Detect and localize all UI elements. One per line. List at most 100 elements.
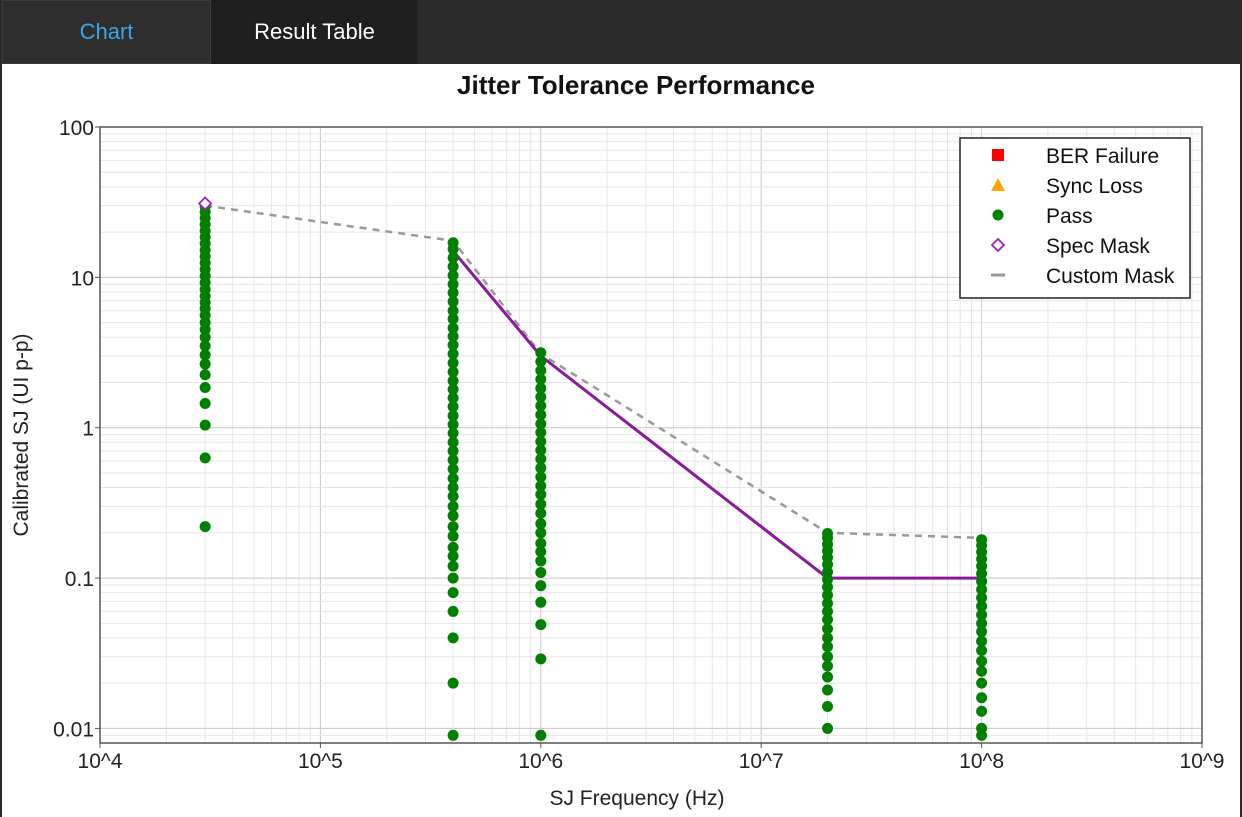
pass-point: [535, 435, 547, 447]
pass-point: [447, 322, 459, 334]
pass-point: [447, 482, 459, 494]
pass-point: [822, 573, 834, 585]
pass-point: [447, 445, 459, 457]
pass-point: [199, 382, 211, 394]
x-axis-label: SJ Frequency (Hz): [549, 787, 724, 810]
pass-point: [447, 490, 459, 502]
pass-point: [535, 555, 547, 567]
pass-point: [822, 641, 834, 653]
pass-point: [976, 692, 988, 704]
pass-point: [976, 600, 988, 612]
pass-point: [535, 480, 547, 492]
pass-point: [447, 587, 459, 599]
x-tick-label: 10^8: [959, 750, 1004, 773]
pass-point: [976, 592, 988, 604]
pass-point: [976, 705, 988, 717]
x-axis-ticks: 10^4 10^5 10^6 10^7 10^8 10^9: [78, 743, 1225, 773]
pass-point: [199, 340, 211, 352]
pass-point: [447, 278, 459, 290]
pass-point: [535, 596, 547, 608]
pass-point: [976, 655, 988, 667]
y-tick-label: 1: [82, 418, 94, 441]
pass-point: [535, 365, 547, 377]
pass-point: [822, 684, 834, 696]
pass-point: [447, 269, 459, 281]
y-axis-ticks: 0.01 0.1 1 10 100: [53, 117, 100, 741]
pass-point: [535, 400, 547, 412]
pass-point: [976, 644, 988, 656]
y-tick-label: 0.01: [53, 718, 94, 741]
pass-point: [447, 330, 459, 342]
pass-point: [199, 452, 211, 464]
pass-point: [976, 575, 988, 587]
x-tick-label: 10^5: [298, 750, 343, 773]
pass-point: [822, 614, 834, 626]
pass-point: [447, 436, 459, 448]
chart-panel: Jitter Tolerance Performance 10^4 10^5 10^…: [2, 64, 1240, 817]
pass-point: [447, 383, 459, 395]
pass-point: [447, 500, 459, 512]
pass-point: [535, 729, 547, 741]
x-tick-label: 10^6: [518, 750, 563, 773]
pass-point: [199, 419, 211, 431]
pass-point: [447, 339, 459, 351]
pass-point: [535, 347, 547, 359]
pass-point: [447, 510, 459, 522]
pass-point: [447, 521, 459, 533]
legend: BER Failure Sync Loss Pass Spec Mask Custom …: [959, 137, 1191, 299]
pass-point: [822, 581, 834, 593]
legend-label: Pass: [1046, 205, 1093, 228]
y-tick-label: 0.1: [65, 568, 94, 591]
pass-point: [535, 488, 547, 500]
pass-point: [447, 454, 459, 466]
legend-label: Spec Mask: [1046, 235, 1150, 258]
pass-point: [535, 580, 547, 592]
pass-point: [822, 632, 834, 644]
x-tick-label: 10^9: [1180, 750, 1225, 773]
pass-point: [535, 507, 547, 519]
pass-point: [447, 348, 459, 360]
pass-point: [535, 566, 547, 578]
tab-result-table[interactable]: Result Table: [211, 0, 418, 64]
pass-point: [447, 401, 459, 413]
chart-title: Jitter Tolerance Performance: [457, 70, 815, 100]
pass-point: [447, 410, 459, 422]
y-axis-label: Calibrated SJ (UI p-p): [10, 333, 33, 536]
pass-point: [447, 305, 459, 317]
pass-point: [822, 700, 834, 712]
pass-point: [535, 619, 547, 631]
legend-spec-mask-icon: [990, 237, 1006, 253]
pass-point: [535, 373, 547, 385]
plot-frame: [99, 126, 1203, 744]
pass-point: [447, 677, 459, 689]
pass-point: [447, 572, 459, 584]
tab-chart[interactable]: Chart: [2, 0, 211, 64]
y-tick-label: 100: [59, 117, 94, 140]
legend-label: Sync Loss: [1046, 175, 1143, 198]
pass-point: [976, 677, 988, 689]
pass-point: [535, 471, 547, 483]
tab-bar: Chart Result Table: [0, 0, 1242, 64]
pass-point: [447, 392, 459, 404]
pass-point: [822, 527, 834, 539]
pass-point: [447, 419, 459, 431]
pass-point: [976, 626, 988, 638]
pass-point: [822, 597, 834, 609]
pass-point: [976, 665, 988, 677]
pass-point: [822, 671, 834, 683]
pass-point: [447, 296, 459, 308]
pass-point: [199, 521, 211, 533]
pass-point: [447, 261, 459, 273]
pass-point: [447, 472, 459, 484]
pass-point: [976, 583, 988, 595]
legend-ber-failure-icon: [992, 149, 1004, 161]
pass-point: [976, 617, 988, 629]
pass-point: [976, 635, 988, 647]
pass-point: [447, 313, 459, 325]
x-tick-label: 10^4: [78, 750, 123, 773]
pass-point: [535, 391, 547, 403]
pass-point: [976, 534, 988, 546]
pass-point: [199, 331, 211, 343]
pass-point: [535, 518, 547, 530]
legend-sync-loss-icon: [991, 178, 1005, 191]
